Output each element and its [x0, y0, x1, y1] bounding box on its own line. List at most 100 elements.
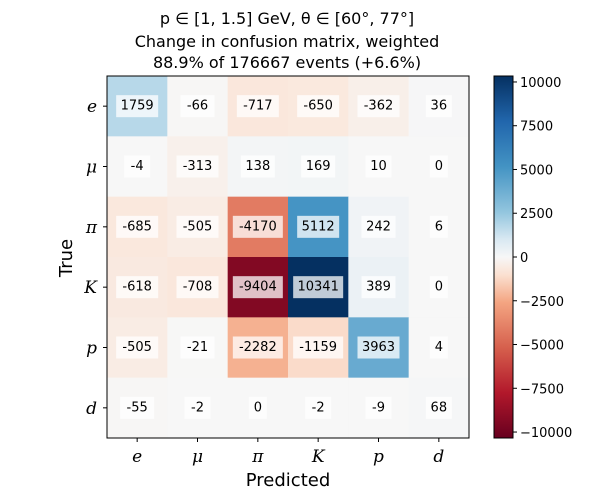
x-axis-label: Predicted	[246, 470, 331, 491]
plot-frame	[106, 75, 470, 439]
cell-label-background	[176, 276, 219, 299]
cell-value-label: -1159	[299, 340, 337, 355]
y-tick-label: e	[87, 97, 97, 117]
cell-value-label: 138	[245, 159, 270, 174]
cell-label-background	[361, 215, 396, 238]
x-tick-label: K	[311, 447, 326, 467]
cell-label-background	[425, 396, 452, 419]
colorbar-tick-label: −2500	[520, 295, 564, 310]
cell-value-label: 5112	[302, 219, 335, 234]
y-tick-label: d	[86, 399, 97, 419]
cell-value-label: -313	[183, 159, 213, 174]
cell-value-label: 1759	[121, 99, 154, 114]
cell-value-label: -362	[364, 99, 394, 114]
chart-title: p ∈ [1, 1.5] GeV, θ ∈ [60°, 77°] Change …	[135, 9, 440, 72]
cell-label-background	[124, 155, 151, 178]
cell-label-background	[232, 215, 283, 238]
cell-value-label: 389	[366, 280, 391, 295]
cell-label-background	[120, 396, 155, 419]
colorbar-tick-label: −10000	[520, 426, 572, 441]
cell-label-background	[357, 95, 400, 118]
cell-label-background	[232, 276, 283, 299]
x-tick-label: p	[373, 447, 384, 467]
cell-value-label: 10341	[297, 280, 338, 295]
cell-label-background	[365, 155, 392, 178]
colorbar-ticks: 10000 7500 5000 2500 0 −2500 −5000 −7500 −10000	[513, 76, 572, 441]
title-line-1: p ∈ [1, 1.5] GeV, θ ∈ [60°, 77°]	[160, 9, 414, 28]
colorbar-tick-label: 10000	[520, 76, 561, 91]
cell-label-background	[248, 396, 267, 419]
cell-value-label: -9	[372, 400, 385, 415]
cell-label-background	[293, 336, 344, 359]
y-axis-ticks: e μ π Kp d	[83, 97, 107, 419]
title-line-3: 88.9% of 176667 events (+6.6%)	[153, 53, 421, 72]
cell-label-background	[305, 396, 332, 419]
cell-label-background	[176, 215, 219, 238]
colorbar: 10000 7500 5000 2500 0 −2500 −5000 −7500 −10000	[493, 75, 572, 441]
y-tick-label: K	[83, 278, 98, 298]
cell-value-label: 0	[435, 159, 443, 174]
x-tick-label: π	[251, 447, 264, 467]
cell-label-background	[232, 336, 283, 359]
colorbar-tick-label: −5000	[520, 339, 564, 354]
cell-value-label: -4170	[239, 219, 277, 234]
cell-label-background	[357, 336, 400, 359]
cell-label-background	[176, 155, 219, 178]
cell-value-label: -66	[187, 99, 208, 114]
cell-value-label: 0	[254, 400, 262, 415]
colorbar-gradient	[493, 75, 514, 439]
y-tick-label: π	[85, 218, 98, 238]
cell-label-background	[429, 336, 448, 359]
cell-value-label: -650	[303, 99, 333, 114]
cell-label-background	[429, 215, 448, 238]
title-line-2: Change in confusion matrix, weighted	[135, 32, 440, 51]
x-tick-label: μ	[192, 447, 203, 467]
cell-label-background	[116, 215, 159, 238]
x-tick-label: e	[132, 447, 142, 467]
colorbar-tick-label: 7500	[520, 120, 553, 135]
cell-value-label: -2	[312, 400, 325, 415]
cell-label-background	[184, 396, 211, 419]
cell-label-background	[297, 215, 340, 238]
cell-value-label: -505	[183, 219, 213, 234]
cell-value-label: -21	[187, 340, 208, 355]
colorbar-tick-label: 0	[520, 251, 528, 266]
cell-value-label: -2282	[239, 340, 277, 355]
cell-value-label: 10	[370, 159, 387, 174]
cell-label-background	[116, 336, 159, 359]
y-tick-label: μ	[86, 158, 97, 178]
cell-value-label: -685	[122, 219, 152, 234]
cell-value-label: -505	[122, 340, 152, 355]
x-tick-label: d	[433, 447, 444, 467]
cell-value-label: 68	[431, 400, 448, 415]
cell-value-label: -2	[191, 400, 204, 415]
cell-label-background	[297, 95, 340, 118]
cell-labels: 1759 -66 -717 -650 -362 36 -4 -313 138 169 10 0 -685…	[116, 95, 452, 419]
heatmap-cells	[107, 76, 470, 439]
cell-label-background	[365, 396, 392, 419]
cell-value-label: 6	[435, 219, 443, 234]
cell-label-background	[180, 95, 215, 118]
cell-label-background	[425, 95, 452, 118]
cell-label-background	[361, 276, 396, 299]
cell-value-label: 4	[435, 340, 443, 355]
cell-label-background	[240, 155, 275, 178]
cell-label-background	[293, 276, 344, 299]
colorbar-tick-label: −7500	[520, 382, 564, 397]
colorbar-tick-label: 5000	[520, 163, 553, 178]
cell-value-label: -708	[183, 280, 213, 295]
cell-value-label: -4	[131, 159, 144, 174]
y-axis-label: True	[56, 239, 77, 278]
cell-value-label: -9404	[239, 280, 277, 295]
cell-value-label: 36	[431, 99, 448, 114]
cell-value-label: 3963	[362, 340, 395, 355]
cell-value-label: 242	[366, 219, 391, 234]
cell-label-background	[301, 155, 336, 178]
cell-label-background	[180, 336, 215, 359]
cell-label-background	[236, 95, 279, 118]
y-tick-label: p	[86, 339, 97, 359]
cell-value-label: -55	[127, 400, 148, 415]
cell-label-background	[429, 276, 448, 299]
cell-value-label: -618	[122, 280, 152, 295]
